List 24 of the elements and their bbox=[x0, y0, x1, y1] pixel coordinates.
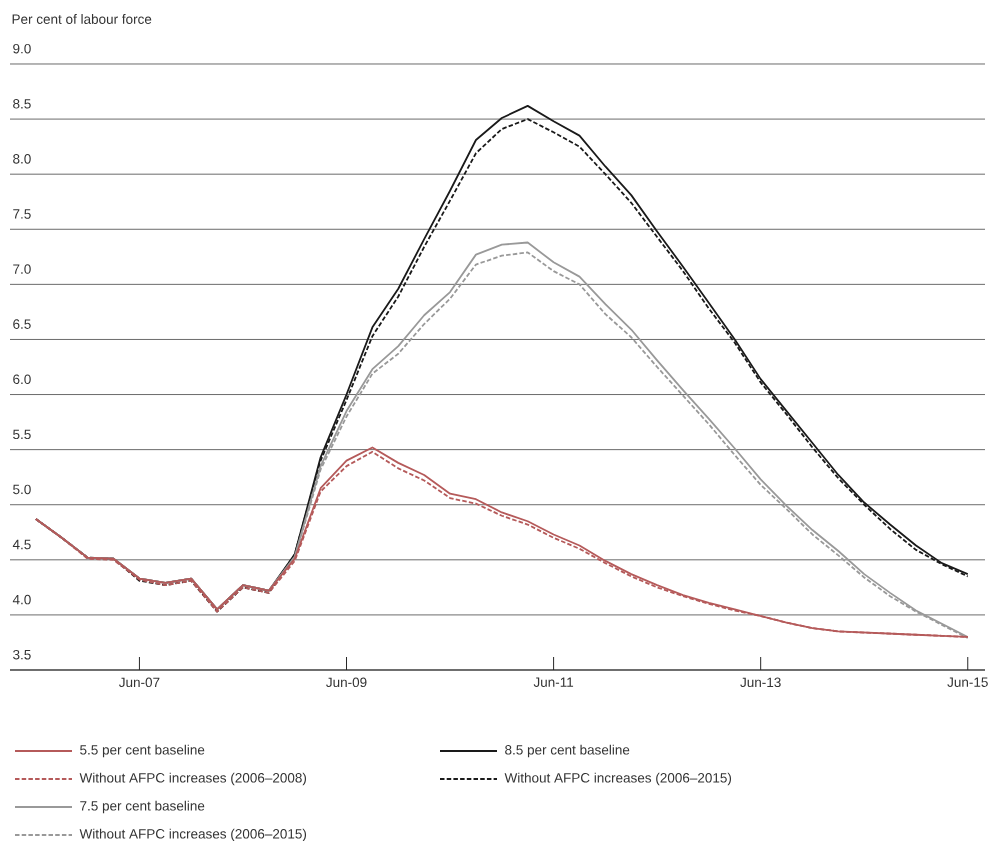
x-tick-label: Jun-11 bbox=[533, 677, 574, 687]
legend-label: 8.5 per cent baseline bbox=[505, 744, 630, 758]
legend-label: 5.5 per cent baseline bbox=[80, 744, 205, 758]
y-tick-label: 7.5 bbox=[13, 209, 31, 219]
y-axis-title: Per cent of labour force bbox=[12, 14, 152, 24]
x-tick-label: Jun-07 bbox=[118, 677, 160, 688]
y-tick-label: 6.5 bbox=[13, 319, 31, 329]
y-tick-label: 4.0 bbox=[12, 594, 31, 605]
y-tick-label: 3.5 bbox=[13, 649, 31, 660]
y-tick-label: 9.0 bbox=[13, 43, 31, 54]
y-tick-label: 8.5 bbox=[13, 99, 31, 109]
y-tick-label: 5.5 bbox=[13, 429, 31, 440]
y-tick-label: 6.0 bbox=[13, 374, 31, 384]
y-tick-label: 8.0 bbox=[13, 154, 31, 164]
x-tick-label: Jun-13 bbox=[740, 677, 781, 688]
legend-label: Without AFPC increases (2006–2015) bbox=[504, 772, 732, 786]
legend-label: 7.5 per cent baseline bbox=[80, 800, 205, 814]
y-tick-label: 4.5 bbox=[12, 539, 31, 550]
x-tick-label: Jun-09 bbox=[326, 677, 367, 688]
legend-label: Without AFPC increases (2006–2008) bbox=[79, 772, 307, 786]
legend-label: Without AFPC increases (2006–2015) bbox=[79, 828, 307, 841]
x-tick-label: Jun-15 bbox=[947, 677, 988, 687]
y-tick-label: 7.0 bbox=[13, 264, 31, 274]
y-tick-label: 5.0 bbox=[13, 484, 31, 495]
